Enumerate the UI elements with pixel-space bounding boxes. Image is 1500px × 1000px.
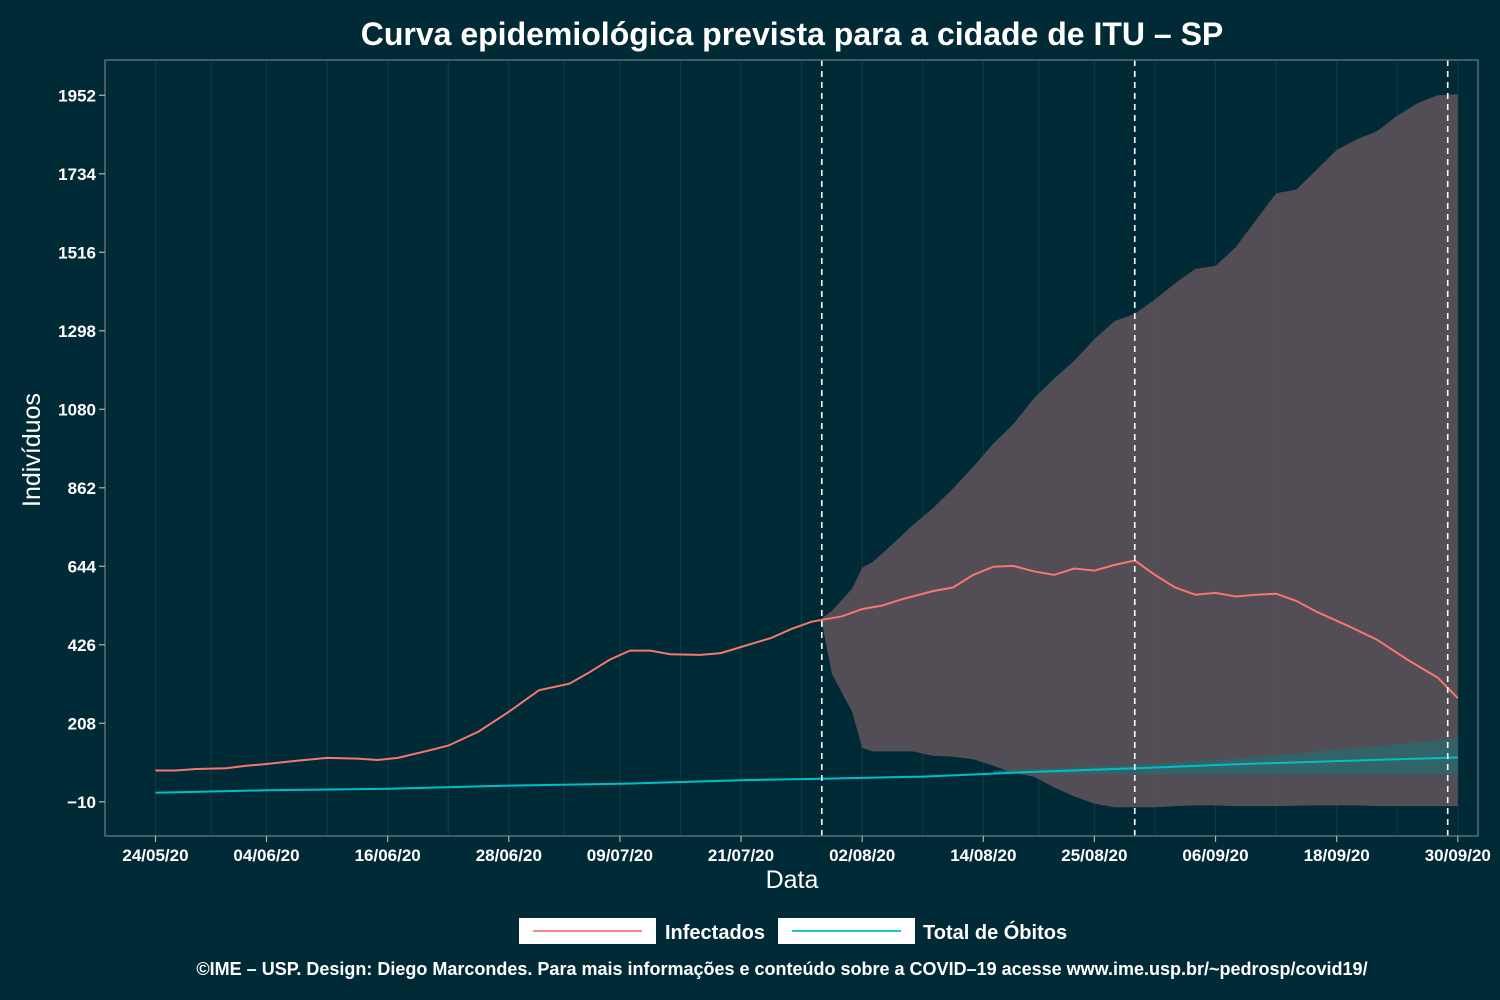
band-obitos <box>993 738 1458 775</box>
legend-label-infectados: Infectados <box>665 922 765 944</box>
caption: ©IME – USP. Design: Diego Marcondes. Par… <box>196 959 1367 979</box>
band-infectados <box>821 94 1458 808</box>
y-tick-label: −10 <box>67 793 96 812</box>
x-tick-label: 14/08/20 <box>950 846 1016 865</box>
series-line-infectados <box>155 559 1459 772</box>
confidence-bands <box>821 94 1458 808</box>
x-tick-label: 28/06/20 <box>476 846 542 865</box>
legend: Infectados Total de Óbitos <box>519 918 1067 944</box>
x-axis-ticks: 24/05/20 04/06/20 16/06/20 28/06/20 09/07/20… <box>122 836 1491 865</box>
x-tick-label: 30/09/20 <box>1425 846 1491 865</box>
x-tick-label: 09/07/20 <box>587 846 653 865</box>
chart-title: Curva epidemiológica prevista para a cid… <box>361 16 1224 52</box>
legend-label-obitos: Total de Óbitos <box>923 920 1067 944</box>
y-tick-label: 862 <box>68 479 96 498</box>
y-tick-label: 208 <box>68 714 96 733</box>
y-tick-label: 426 <box>68 636 96 655</box>
y-tick-label: 644 <box>68 557 97 576</box>
y-axis-title: Indivíduos <box>18 393 46 507</box>
x-tick-label: 25/08/20 <box>1061 846 1127 865</box>
y-tick-label: 1952 <box>58 86 96 105</box>
x-tick-label: 04/06/20 <box>233 846 299 865</box>
y-tick-label: 1516 <box>58 243 96 262</box>
x-tick-label: 24/05/20 <box>122 846 188 865</box>
x-tick-label: 02/08/20 <box>829 846 895 865</box>
y-tick-label: 1298 <box>58 322 96 341</box>
y-tick-label: 1734 <box>58 165 96 184</box>
y-axis-ticks: −10 208 426 644 862 1080 1298 1516 1734 1952 <box>58 86 105 812</box>
x-tick-label: 16/06/20 <box>355 846 421 865</box>
y-tick-label: 1080 <box>58 400 96 419</box>
x-tick-label: 21/07/20 <box>708 846 774 865</box>
forecast-markers <box>820 60 1449 836</box>
x-tick-label: 06/09/20 <box>1182 846 1248 865</box>
plot-border <box>104 59 1479 837</box>
x-tick-label: 18/09/20 <box>1304 846 1370 865</box>
x-axis-title: Data <box>766 866 819 894</box>
